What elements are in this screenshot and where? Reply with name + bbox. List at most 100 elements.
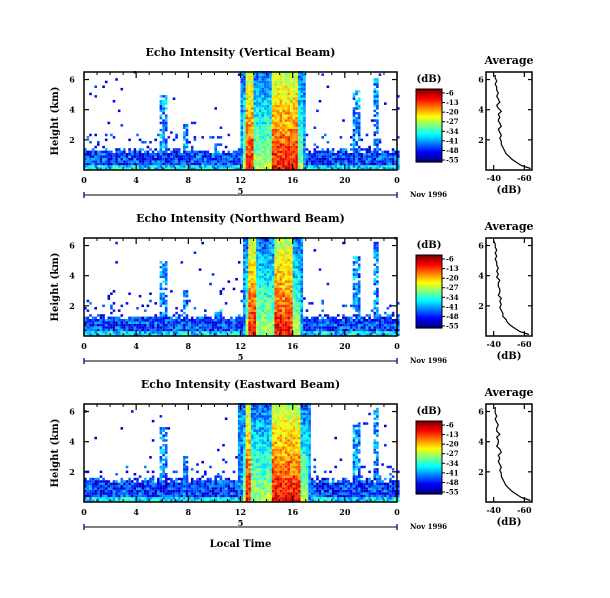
heatmap-cell <box>363 155 366 158</box>
heatmap-cell <box>243 319 246 322</box>
heatmap-cell <box>297 268 301 271</box>
heatmap-cell <box>209 477 212 481</box>
avg-x-axis-label: (dB) <box>497 351 522 362</box>
heatmap-cell <box>94 307 97 310</box>
heatmap-cell <box>261 333 264 336</box>
colorbar-label: -34 <box>446 293 459 302</box>
heatmap-cell <box>245 331 249 334</box>
heatmap-cell <box>141 321 144 324</box>
heatmap-cell <box>243 116 246 120</box>
heatmap-cell <box>376 261 379 264</box>
heatmap-cell <box>185 150 189 154</box>
heatmap-cell <box>237 150 241 154</box>
heatmap-cell <box>94 326 97 329</box>
heatmap-cell <box>264 97 267 100</box>
heatmap-cell <box>316 326 319 329</box>
colorbar-label: -6 <box>446 255 454 264</box>
heatmap-cell <box>384 311 387 315</box>
heatmap-cell <box>193 153 197 156</box>
heatmap-cell <box>206 494 210 498</box>
heatmap-cell <box>287 143 290 146</box>
heatmap-cell <box>256 112 259 115</box>
heatmap-cell <box>342 150 345 154</box>
heatmap-cell <box>310 165 314 168</box>
heatmap-cell <box>214 328 217 332</box>
heatmap-cell <box>266 121 270 125</box>
heatmap-cell <box>162 436 165 440</box>
heatmap-cell <box>256 278 259 281</box>
heatmap-cell <box>151 419 155 423</box>
heatmap-cell <box>297 128 301 132</box>
heatmap-cell <box>248 304 251 308</box>
heatmap-cell <box>391 155 395 158</box>
heatmap-cell <box>373 290 377 293</box>
heatmap-cell <box>284 266 288 269</box>
heatmap-cell <box>151 494 155 498</box>
heatmap-cell <box>279 244 283 247</box>
heatmap-cell <box>204 323 207 327</box>
heatmap-cell <box>282 275 285 279</box>
heatmap-cell <box>154 497 157 500</box>
heatmap-cell <box>279 294 283 298</box>
heatmap-cell <box>256 114 259 117</box>
heatmap-cell <box>237 153 241 156</box>
colorbar-segment <box>416 89 442 92</box>
heatmap-cell <box>243 97 246 100</box>
heatmap-cell <box>198 499 202 502</box>
colorbar-label: -27 <box>446 283 459 292</box>
heatmap-cell <box>198 497 202 500</box>
heatmap-cell <box>154 319 157 322</box>
heatmap-cell <box>112 499 116 502</box>
heatmap-cell <box>198 331 202 334</box>
heatmap-cell <box>146 150 150 154</box>
heatmap-cell <box>110 167 113 170</box>
heatmap-cell <box>274 326 277 329</box>
heatmap-cell <box>243 107 246 110</box>
heatmap-cell <box>282 292 285 295</box>
heatmap-cell <box>232 287 236 291</box>
heatmap-cell <box>389 328 392 332</box>
heatmap-cell <box>344 304 348 308</box>
heatmap-cell <box>326 328 330 332</box>
heatmap-cell <box>250 165 254 168</box>
heatmap-cell <box>235 160 238 163</box>
heatmap-cell <box>125 331 129 334</box>
heatmap-cell <box>266 97 270 100</box>
heatmap-cell <box>295 162 298 166</box>
heatmap-cell <box>198 162 202 166</box>
heatmap-cell <box>363 319 366 322</box>
heatmap-cell <box>196 470 199 474</box>
heatmap-cell <box>117 109 121 113</box>
heatmap-cell <box>217 492 220 495</box>
heatmap-cell <box>352 328 356 332</box>
heatmap-cell <box>240 328 244 332</box>
heatmap-cell <box>133 482 137 486</box>
heatmap-cell <box>376 155 379 158</box>
heatmap-cell <box>368 319 371 322</box>
heatmap-cell <box>292 116 296 120</box>
heatmap-cell <box>376 107 379 110</box>
heatmap-cell <box>258 150 262 154</box>
colorbar-segment <box>416 306 442 309</box>
heatmap-cell <box>97 314 100 317</box>
heatmap-cell <box>303 97 306 100</box>
heatmap-cell <box>264 153 267 156</box>
heatmap-cell <box>183 331 186 334</box>
heatmap-cell <box>389 316 392 320</box>
heatmap-cell <box>271 85 275 88</box>
heatmap-cell <box>344 319 348 322</box>
heatmap-cell <box>305 326 309 329</box>
heatmap-cell <box>269 145 272 149</box>
heatmap-cell <box>86 326 90 329</box>
heatmap-cell <box>175 497 178 500</box>
heatmap-cell <box>290 160 293 163</box>
heatmap-cell <box>250 153 254 156</box>
heatmap-cell <box>266 273 270 276</box>
heatmap-cell <box>287 323 290 327</box>
heatmap-cell <box>282 121 285 125</box>
heatmap-cell <box>303 92 306 96</box>
heatmap-cell <box>357 326 361 329</box>
heatmap-cell <box>198 319 202 322</box>
heatmap-cell <box>271 311 275 315</box>
heatmap-cell <box>217 328 220 332</box>
